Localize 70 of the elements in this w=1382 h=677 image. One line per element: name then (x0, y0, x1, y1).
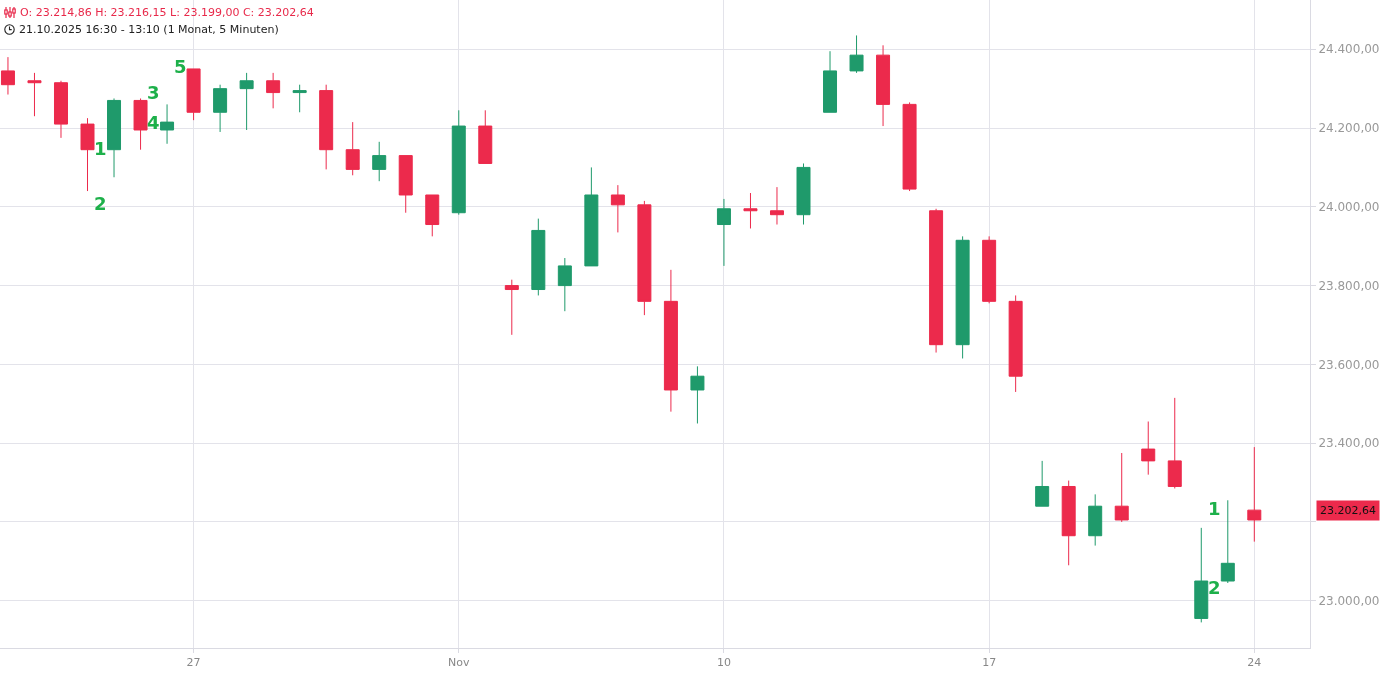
x-tick-label: Nov (448, 656, 470, 670)
candlestick (53, 80, 68, 139)
candlestick (319, 84, 334, 170)
candlestick (955, 235, 970, 359)
candlestick (372, 141, 387, 182)
candlestick (1114, 452, 1129, 523)
text: 21.10.2025 16:30 - 13:10 (1 Monat, 5 Minuten) (19, 22, 279, 38)
candlestick (478, 109, 493, 164)
text: O: 23.214,86 H: 23.216,15 L: 23.199,00 C: 23.202,64 (20, 5, 314, 21)
annotation: 2 (1208, 577, 1221, 598)
candlestick (716, 198, 731, 267)
candlestick (345, 121, 360, 176)
candlestick (1035, 460, 1050, 507)
candlestick (80, 117, 95, 192)
y-tick-label: 23.000,00 (1318, 593, 1380, 608)
annotation: 1 (94, 138, 107, 159)
candlestick (1220, 499, 1235, 584)
y-tick-label: 24.400,00 (1318, 42, 1380, 57)
candlestick (107, 97, 122, 178)
annotation: 2 (94, 193, 107, 214)
candlestick (929, 208, 944, 354)
candlestick (1061, 480, 1076, 566)
candlestick (743, 192, 758, 229)
candlestick (557, 257, 572, 312)
candlestick (186, 68, 201, 121)
candlestick (1141, 421, 1156, 476)
candlestick (610, 184, 625, 233)
candlestick (133, 97, 148, 151)
y-tick-label: 23.600,00 (1318, 357, 1380, 372)
candlestick (266, 72, 281, 109)
candlestick (982, 235, 997, 304)
x-tick-label: 10 (716, 656, 731, 670)
y-tick-label: 23.800,00 (1318, 278, 1380, 293)
candlestick (849, 34, 864, 74)
candlestick (27, 72, 42, 117)
x-tick-label: 24 (1247, 656, 1262, 670)
candlestick (1167, 397, 1182, 489)
candlestick (160, 103, 175, 145)
x-tick-label: 27 (186, 656, 201, 670)
candlestick (239, 72, 254, 131)
candlestick (451, 109, 466, 216)
candlestick (504, 279, 519, 336)
candlestick (584, 166, 599, 267)
candlestick (531, 218, 546, 296)
annotation: 5 (174, 56, 187, 77)
candlestick (425, 194, 440, 237)
candlestick (213, 84, 228, 133)
candlestick (796, 162, 811, 226)
y-tick-label: 24.200,00 (1318, 121, 1380, 136)
candlestick (663, 269, 678, 413)
annotation: 4 (147, 112, 160, 133)
y-tick-label: 23.400,00 (1318, 436, 1380, 451)
annotation: 3 (147, 82, 160, 103)
annotation: 1 (1208, 498, 1221, 519)
y-tick-label: 24.000,00 (1318, 200, 1380, 215)
candlestick (637, 200, 652, 316)
candlestick (876, 44, 891, 127)
candlestick (690, 365, 705, 424)
candlestick (1194, 527, 1209, 623)
candlestick (823, 50, 838, 113)
candlestick (1008, 294, 1023, 393)
candlestick (1247, 446, 1262, 543)
candlestick (769, 186, 784, 226)
candlestick (902, 101, 917, 192)
candlestick (0, 56, 15, 96)
text: 23.202,64 (1320, 504, 1376, 517)
x-tick-label: 17 (982, 656, 997, 670)
candlestick (1088, 493, 1103, 547)
candlestick (292, 84, 307, 113)
candlestick (398, 155, 413, 214)
